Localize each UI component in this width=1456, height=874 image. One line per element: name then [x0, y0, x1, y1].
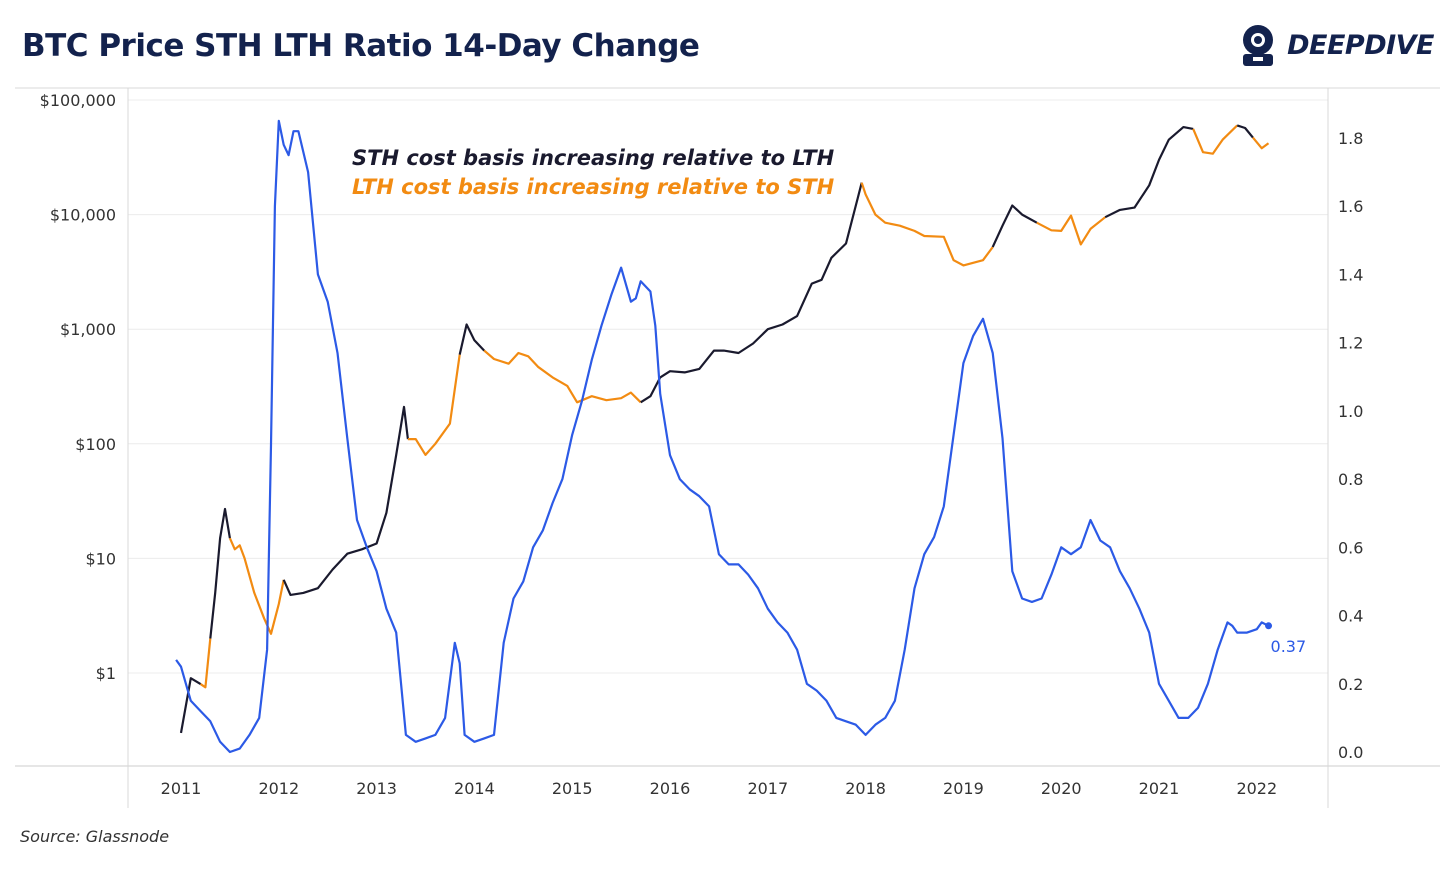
y-right-tick-label: 1.6 — [1338, 197, 1363, 216]
annotation-lth: LTH cost basis increasing relative to ST… — [352, 175, 835, 199]
price-line-segment — [199, 638, 212, 689]
diver-helmet-icon — [1243, 25, 1274, 66]
y-left-tick-label: $1 — [96, 664, 116, 683]
y-right-tick-label: 0.6 — [1338, 538, 1363, 557]
y-right-tick-label: 1.2 — [1338, 334, 1363, 353]
annotations: 0.37 STH cost basis increasing relative t… — [352, 146, 1306, 656]
x-tick-label: 2013 — [356, 779, 397, 798]
y-right-tick-label: 0.8 — [1338, 470, 1363, 489]
y-left-tick-label: $10 — [85, 549, 116, 568]
y-right-tick-label: 1.4 — [1338, 265, 1363, 284]
price-line-segment — [228, 537, 285, 635]
x-tick-label: 2014 — [454, 779, 495, 798]
y-right-tick-label: 0.2 — [1338, 675, 1363, 694]
x-tick-label: 2012 — [258, 779, 299, 798]
price-line-segment — [991, 204, 1038, 248]
y-right-tick-label: 0.0 — [1338, 743, 1363, 762]
price-line-segment — [1236, 124, 1254, 139]
x-tick-label: 2018 — [845, 779, 886, 798]
series — [175, 119, 1273, 754]
last-value-label: 0.37 — [1271, 637, 1307, 656]
axes — [15, 87, 1440, 808]
logo-text: DEEPDIVE — [1287, 29, 1434, 61]
price-line-segment — [1252, 136, 1270, 150]
y-left-tick-label: $100,000 — [40, 91, 116, 110]
price-line-segment — [407, 354, 461, 456]
x-tick-label: 2022 — [1236, 779, 1277, 798]
x-tick-label: 2016 — [650, 779, 691, 798]
price-line-segment — [179, 677, 202, 734]
price-line-segment — [640, 182, 863, 404]
y-left-tick-label: $10,000 — [50, 206, 116, 225]
ratio-line — [175, 119, 1269, 754]
grid-lines — [128, 99, 1328, 674]
annotation-sth: STH cost basis increasing relative to LT… — [352, 146, 835, 170]
price-line-segment — [1036, 214, 1106, 246]
x-tick-label: 2020 — [1041, 779, 1082, 798]
source-note: Source: Glassnode — [20, 827, 170, 846]
price-line-segment — [1192, 124, 1238, 155]
price-line-segment — [209, 507, 231, 639]
chart-title: BTC Price STH LTH Ratio 14-Day Change — [22, 28, 700, 64]
x-tick-label: 2021 — [1139, 779, 1180, 798]
price-line-segment — [1104, 126, 1194, 219]
y-right-tick-label: 1.0 — [1338, 402, 1363, 421]
deepdive-logo: DEEPDIVE — [1237, 22, 1434, 68]
price-line-segment — [282, 405, 409, 596]
x-tick-label: 2019 — [943, 779, 984, 798]
y-left-tick-label: $100 — [75, 435, 116, 454]
price-line-segment — [860, 182, 994, 267]
tick-labels: $1 $10 $100 $1,000 $10,000 $100,000 0.0 0.2 0.4 0… — [40, 91, 1364, 798]
y-right-tick-label: 1.8 — [1338, 129, 1363, 148]
price-line-segment — [483, 349, 642, 404]
price-line-segment — [458, 323, 485, 355]
x-tick-label: 2017 — [747, 779, 788, 798]
ratio-last-point — [1265, 622, 1273, 630]
y-right-tick-label: 0.4 — [1338, 607, 1363, 626]
x-tick-label: 2011 — [161, 779, 202, 798]
y-left-tick-label: $1,000 — [60, 320, 116, 339]
x-tick-label: 2015 — [552, 779, 593, 798]
